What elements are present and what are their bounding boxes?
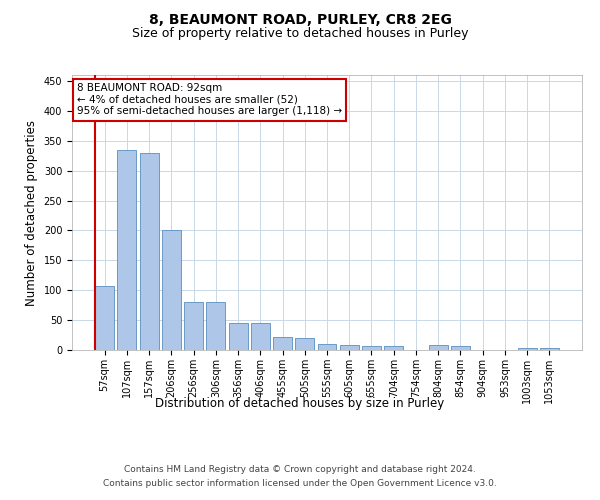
Bar xyxy=(95,286,114,350)
Bar xyxy=(518,348,536,350)
Bar xyxy=(206,302,225,350)
Bar xyxy=(384,346,403,350)
Bar xyxy=(273,337,292,350)
Bar xyxy=(162,230,181,350)
Bar xyxy=(251,322,270,350)
Bar xyxy=(229,322,248,350)
Text: 8, BEAUMONT ROAD, PURLEY, CR8 2EG: 8, BEAUMONT ROAD, PURLEY, CR8 2EG xyxy=(149,12,451,26)
Text: Size of property relative to detached houses in Purley: Size of property relative to detached ho… xyxy=(132,28,468,40)
Bar xyxy=(295,338,314,350)
Bar xyxy=(451,346,470,350)
Text: Distribution of detached houses by size in Purley: Distribution of detached houses by size … xyxy=(155,398,445,410)
Bar xyxy=(340,345,359,350)
Bar xyxy=(429,345,448,350)
Bar xyxy=(184,302,203,350)
Bar xyxy=(118,150,136,350)
Bar xyxy=(362,346,381,350)
Bar xyxy=(140,152,158,350)
Text: Contains HM Land Registry data © Crown copyright and database right 2024.
Contai: Contains HM Land Registry data © Crown c… xyxy=(103,466,497,487)
Bar xyxy=(540,348,559,350)
Bar xyxy=(317,344,337,350)
Y-axis label: Number of detached properties: Number of detached properties xyxy=(25,120,38,306)
Text: 8 BEAUMONT ROAD: 92sqm
← 4% of detached houses are smaller (52)
95% of semi-deta: 8 BEAUMONT ROAD: 92sqm ← 4% of detached … xyxy=(77,83,342,116)
